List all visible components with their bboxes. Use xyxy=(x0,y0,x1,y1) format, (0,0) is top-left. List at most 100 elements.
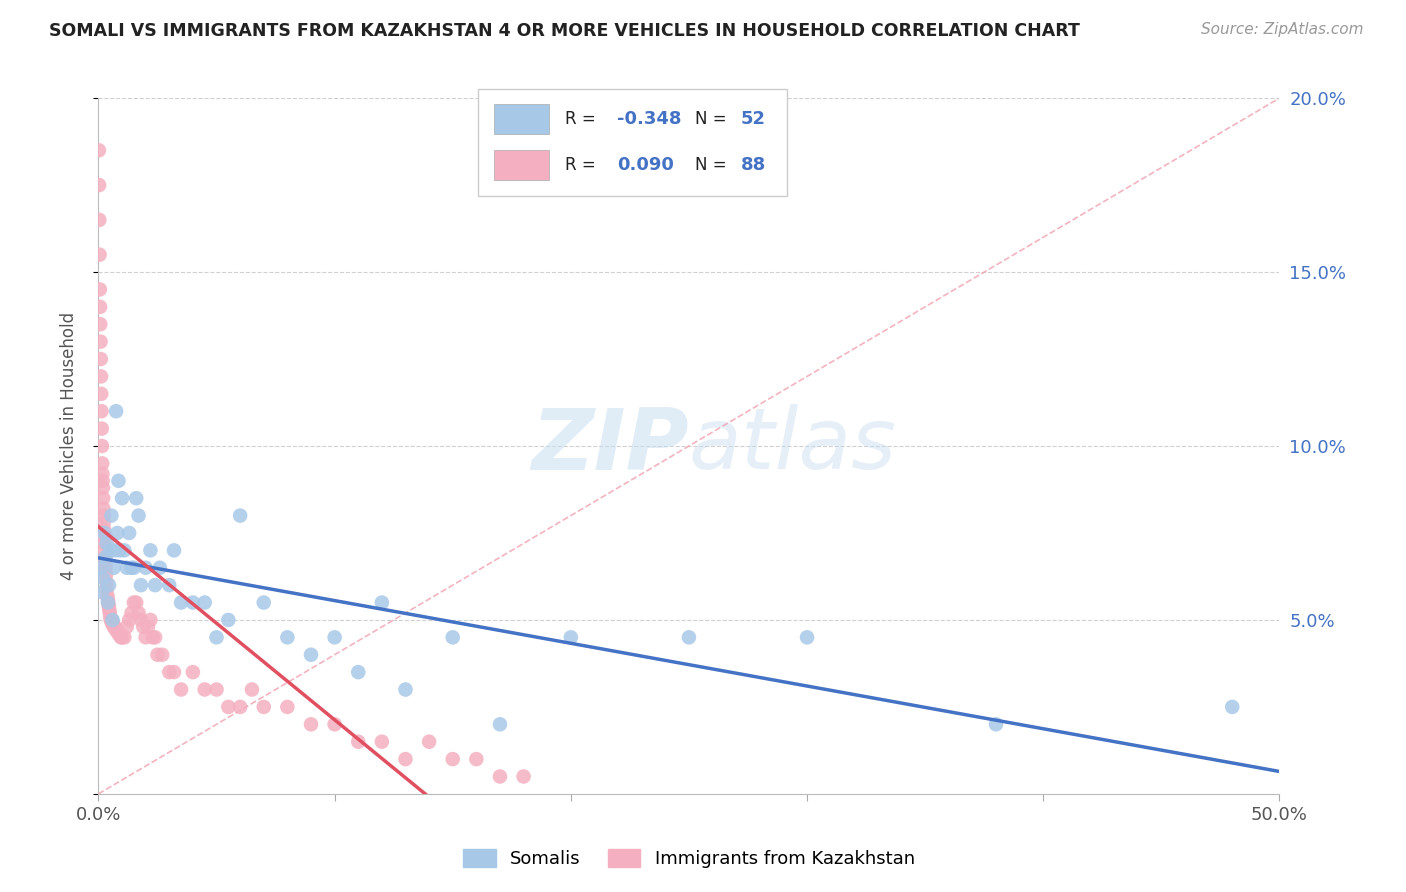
Point xyxy=(103,620,125,634)
Point xyxy=(93,536,115,550)
Point xyxy=(97,596,120,610)
Point xyxy=(100,508,122,523)
Point xyxy=(418,735,440,749)
Point xyxy=(489,717,512,731)
Point xyxy=(323,630,346,644)
Point xyxy=(150,648,173,662)
Point xyxy=(97,596,120,610)
Text: ZIP: ZIP xyxy=(531,404,689,488)
Point xyxy=(111,491,134,505)
Y-axis label: 4 or more Vehicles in Household: 4 or more Vehicles in Household xyxy=(59,312,77,580)
Point xyxy=(101,616,124,631)
Point xyxy=(93,516,115,530)
Point xyxy=(128,508,150,523)
Point xyxy=(94,543,117,558)
Point xyxy=(118,525,141,540)
Point xyxy=(489,769,512,784)
FancyBboxPatch shape xyxy=(494,150,550,180)
Point xyxy=(157,578,180,592)
Point xyxy=(163,665,186,680)
Point xyxy=(91,585,114,599)
Point xyxy=(240,682,263,697)
Point xyxy=(118,613,141,627)
Point xyxy=(560,630,582,644)
Point xyxy=(110,630,132,644)
Point xyxy=(93,523,115,537)
Point xyxy=(105,624,128,638)
Point xyxy=(181,665,204,680)
Text: SOMALI VS IMMIGRANTS FROM KAZAKHSTAN 4 OR MORE VEHICLES IN HOUSEHOLD CORRELATION: SOMALI VS IMMIGRANTS FROM KAZAKHSTAN 4 O… xyxy=(49,22,1080,40)
Point xyxy=(104,620,127,634)
Point xyxy=(90,351,112,366)
Point xyxy=(107,627,129,641)
Point xyxy=(115,561,138,575)
Point xyxy=(90,369,112,384)
Point xyxy=(276,699,298,714)
Point xyxy=(194,596,217,610)
Point xyxy=(128,606,150,620)
Point xyxy=(115,620,138,634)
Point xyxy=(96,582,118,596)
Point xyxy=(217,613,239,627)
Point xyxy=(111,630,134,644)
Point xyxy=(125,596,148,610)
Point xyxy=(121,561,143,575)
Point xyxy=(98,609,121,624)
Point xyxy=(299,648,322,662)
Point xyxy=(94,561,117,575)
Point xyxy=(97,599,120,613)
Point xyxy=(94,567,117,582)
Point xyxy=(107,474,129,488)
Point xyxy=(100,613,122,627)
Point xyxy=(96,589,118,603)
Point xyxy=(98,606,121,620)
Point xyxy=(90,561,112,575)
Point xyxy=(89,247,111,262)
Text: -0.348: -0.348 xyxy=(617,111,682,128)
Point xyxy=(112,630,135,644)
Text: N =: N = xyxy=(695,111,731,128)
Point xyxy=(441,630,464,644)
Point xyxy=(108,627,131,641)
Point xyxy=(94,550,117,565)
Point xyxy=(105,404,128,418)
Point xyxy=(91,439,114,453)
Point xyxy=(139,613,162,627)
Point xyxy=(323,717,346,731)
Text: 0.090: 0.090 xyxy=(617,156,673,174)
Text: R =: R = xyxy=(565,111,600,128)
Point xyxy=(98,543,121,558)
Point xyxy=(91,467,114,481)
Point xyxy=(347,665,370,680)
Point xyxy=(90,334,112,349)
Point xyxy=(121,606,143,620)
Point xyxy=(181,596,204,610)
Point xyxy=(299,717,322,731)
Point xyxy=(96,574,118,589)
Point xyxy=(276,630,298,644)
Point xyxy=(136,620,159,634)
Point xyxy=(229,699,252,714)
Point xyxy=(170,682,193,697)
Point xyxy=(97,592,120,607)
Point xyxy=(87,143,110,157)
Point xyxy=(98,578,121,592)
Point xyxy=(93,529,115,543)
Point xyxy=(170,596,193,610)
Point xyxy=(122,596,145,610)
Point xyxy=(91,571,114,585)
Point xyxy=(157,665,180,680)
FancyBboxPatch shape xyxy=(478,89,787,196)
Point xyxy=(441,752,464,766)
Point xyxy=(205,630,228,644)
Point xyxy=(512,769,534,784)
Point xyxy=(91,481,114,495)
Point xyxy=(89,317,111,331)
FancyBboxPatch shape xyxy=(494,104,550,134)
Point xyxy=(142,630,165,644)
Point xyxy=(93,525,115,540)
Point xyxy=(94,550,117,565)
Text: N =: N = xyxy=(695,156,731,174)
Point xyxy=(1220,699,1243,714)
Point xyxy=(104,543,127,558)
